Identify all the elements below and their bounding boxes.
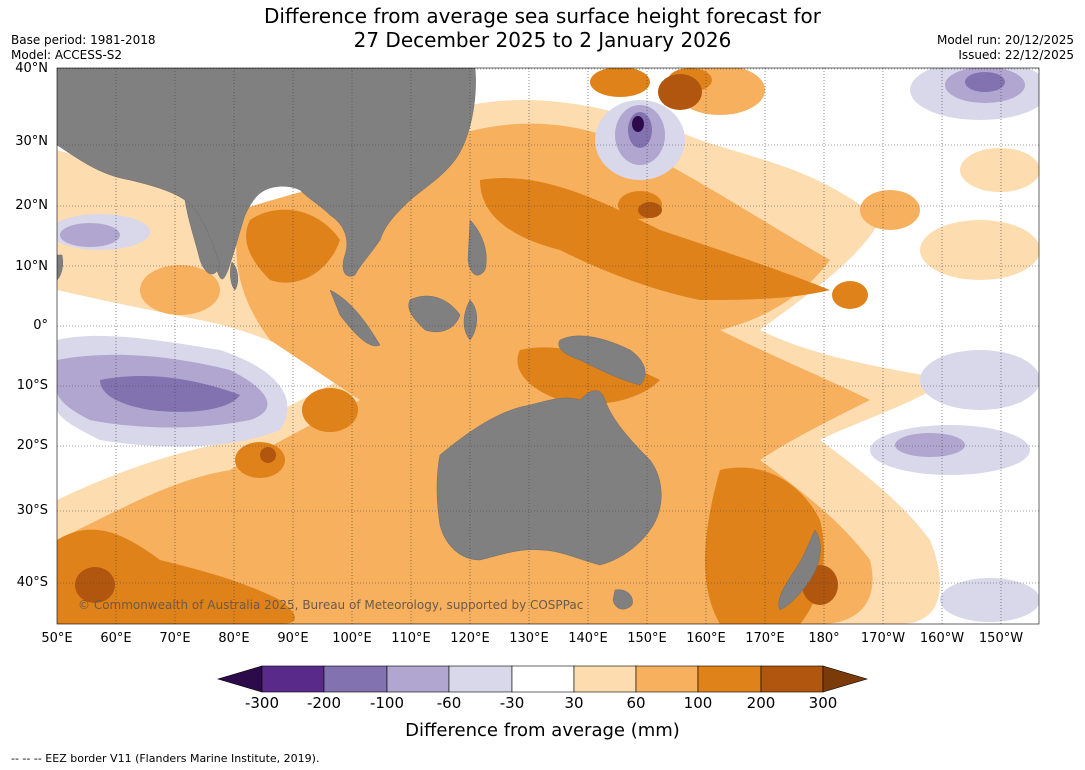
colorbar-bin <box>511 665 575 693</box>
lat-label: 20°N <box>15 198 48 213</box>
title-line-2: 27 December 2025 to 2 January 2026 <box>353 28 732 52</box>
lat-label: 10°N <box>15 259 48 274</box>
colorbar-tick: -100 <box>369 694 405 712</box>
lon-label: 170°W <box>860 631 906 646</box>
lon-label: 150°E <box>627 631 667 646</box>
colorbar-bin <box>760 665 824 693</box>
model-name: Model: ACCESS-S2 <box>11 48 123 62</box>
eez-footnote: -- -- -- EEZ border V11 (Flanders Marine… <box>11 752 320 765</box>
land <box>57 68 821 611</box>
lon-label: 120°E <box>450 631 490 646</box>
lat-label: 40°S <box>16 575 48 590</box>
colorbar-label: Difference from average (mm) <box>405 720 680 741</box>
sulawesi-philippines <box>463 219 487 341</box>
colorbar-max-arrow <box>822 665 869 693</box>
new-zealand <box>778 529 821 611</box>
lat-label: 20°S <box>16 438 48 453</box>
lon-label: 140°E <box>568 631 608 646</box>
model-run: Model run: 20/12/2025 <box>936 33 1074 47</box>
colorbar-tick: 300 <box>808 694 838 712</box>
lon-label: 180° <box>808 631 840 646</box>
colorbar-bin <box>386 665 450 693</box>
lat-label: 30°S <box>16 503 48 518</box>
colorbar-bin <box>635 665 699 693</box>
colorbar-bin <box>448 665 513 693</box>
base-period: Base period: 1981-2018 <box>11 33 156 47</box>
lat-label: 10°S <box>16 378 48 393</box>
colorbar-bin <box>261 665 325 693</box>
issued-date: Issued: 22/12/2025 <box>958 48 1074 62</box>
copyright-notice: © Commonwealth of Australia 2025, Bureau… <box>78 598 584 612</box>
colorbar-tick: 100 <box>683 694 713 712</box>
lon-label: 150°W <box>978 631 1024 646</box>
lon-label: 50°E <box>41 631 73 646</box>
lat-label: 30°N <box>15 134 48 149</box>
new-guinea <box>558 335 646 386</box>
colorbar-tick: 200 <box>746 694 776 712</box>
lon-label: 80°E <box>218 631 250 646</box>
colorbar-tick: -60 <box>436 694 462 712</box>
anomaly-neg-300 <box>632 116 644 132</box>
map-title: Difference from average sea surface heig… <box>0 4 1085 52</box>
colorbar <box>216 665 869 693</box>
anomaly-200-300 <box>75 74 838 605</box>
meta-left: Base period: 1981-2018 Model: ACCESS-S2 <box>11 33 156 63</box>
lon-label: 170°E <box>745 631 785 646</box>
map-frame <box>56 67 1040 625</box>
lon-label: 110°E <box>391 631 431 646</box>
lat-label: 0° <box>33 318 48 333</box>
lon-label: 130°E <box>509 631 549 646</box>
colorbar-tick: 60 <box>626 694 646 712</box>
lon-label: 60°E <box>100 631 132 646</box>
map-area <box>57 68 1039 624</box>
lon-label: 100°E <box>332 631 372 646</box>
meta-right: Model run: 20/12/2025 Issued: 22/12/2025 <box>937 33 1074 63</box>
lon-label: 70°E <box>159 631 191 646</box>
title-line-1: Difference from average sea surface heig… <box>263 4 822 28</box>
colorbar-tick: 30 <box>564 694 584 712</box>
tasmania <box>612 589 633 610</box>
colorbar-tick: -300 <box>244 694 280 712</box>
colorbar-min-arrow <box>216 665 263 693</box>
borneo-sumatra <box>329 289 461 347</box>
lon-label: 160°W <box>919 631 965 646</box>
lon-label: 160°E <box>686 631 726 646</box>
colorbar-tick: -30 <box>499 694 525 712</box>
colorbar-bin <box>697 665 762 693</box>
india <box>184 199 221 275</box>
colorbar-bin <box>323 665 388 693</box>
colorbar-tick: -200 <box>306 694 342 712</box>
lat-label: 40°N <box>15 61 48 76</box>
lon-label: 90°E <box>277 631 309 646</box>
australia <box>436 390 662 566</box>
colorbar-bin <box>573 665 637 693</box>
